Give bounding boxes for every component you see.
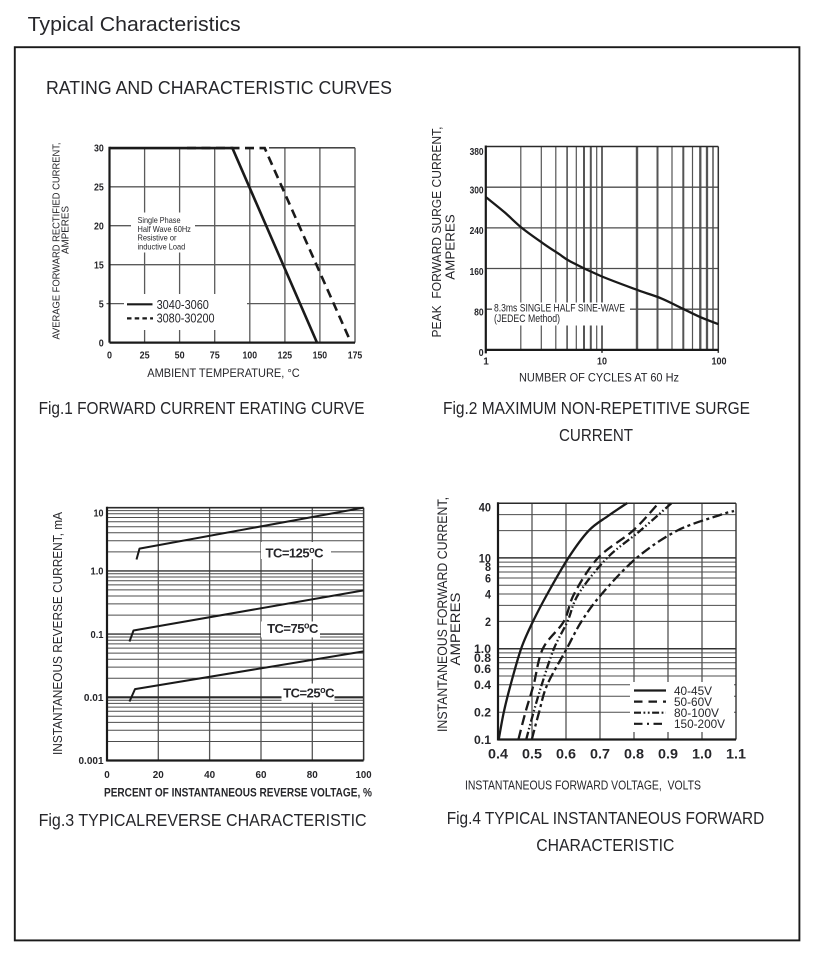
svg-text:1.0: 1.0	[91, 566, 104, 578]
svg-text:50-60V: 50-60V	[674, 697, 712, 709]
svg-text:8: 8	[485, 560, 491, 574]
svg-text:0.6: 0.6	[474, 662, 491, 676]
svg-text:PEAK FORWARD SURGE CURRENT,: PEAK FORWARD SURGE CURRENT,	[429, 127, 444, 338]
svg-text:80: 80	[474, 308, 484, 319]
svg-text:25: 25	[94, 183, 104, 194]
svg-text:10: 10	[597, 357, 607, 368]
svg-text:0.2: 0.2	[474, 706, 491, 720]
svg-text:6: 6	[485, 571, 491, 585]
svg-text:0.4: 0.4	[474, 678, 491, 692]
svg-text:20: 20	[153, 769, 164, 781]
svg-text:100: 100	[712, 357, 727, 368]
svg-text:40: 40	[479, 501, 491, 515]
svg-text:0.4: 0.4	[488, 747, 509, 762]
svg-text:0.01: 0.01	[84, 692, 104, 704]
svg-text:TC=75oC: TC=75oC	[267, 621, 319, 637]
svg-text:Single Phase: Single Phase	[138, 215, 181, 225]
svg-text:Fig.2 MAXIMUM NON-REPETITIVE S: Fig.2 MAXIMUM NON-REPETITIVE SURGE	[443, 398, 750, 418]
svg-text:AMPERES: AMPERES	[443, 214, 458, 280]
svg-text:0.8: 0.8	[624, 747, 645, 762]
svg-text:125: 125	[278, 350, 293, 361]
svg-text:TC=25oC: TC=25oC	[283, 685, 335, 701]
svg-text:240: 240	[470, 226, 484, 237]
svg-text:0: 0	[104, 769, 110, 781]
svg-text:2: 2	[485, 615, 491, 629]
svg-text:0: 0	[479, 348, 484, 359]
svg-text:0.7: 0.7	[590, 747, 610, 762]
svg-text:100: 100	[243, 350, 258, 361]
svg-text:1.0: 1.0	[692, 747, 712, 762]
svg-text:Resistive or: Resistive or	[138, 233, 177, 243]
svg-text:1: 1	[483, 357, 489, 368]
svg-text:0.1: 0.1	[91, 629, 104, 641]
svg-text:300: 300	[470, 186, 484, 197]
svg-text:50: 50	[175, 350, 185, 361]
svg-text:10: 10	[94, 508, 104, 520]
svg-text:4: 4	[485, 587, 491, 601]
svg-text:0.6: 0.6	[556, 747, 577, 762]
svg-text:AVERAGE FORWARD RECTIFIED CURR: AVERAGE FORWARD RECTIFIED CURRENT,	[51, 143, 63, 340]
svg-text:0.001: 0.001	[79, 755, 104, 767]
svg-text:15: 15	[94, 260, 104, 271]
svg-text:CURRENT: CURRENT	[559, 425, 633, 445]
svg-text:20: 20	[94, 221, 104, 232]
svg-text:TC=125oC: TC=125oC	[266, 545, 325, 561]
svg-text:0.5: 0.5	[522, 747, 543, 762]
svg-text:0.1: 0.1	[474, 733, 491, 747]
svg-text:INSTANTANEOUS REVERSE CURRENT,: INSTANTANEOUS REVERSE CURRENT, mA	[51, 511, 65, 755]
svg-text:(JEDEC Method): (JEDEC Method)	[494, 313, 560, 325]
svg-text:0.9: 0.9	[658, 747, 678, 762]
svg-text:40-45V: 40-45V	[674, 686, 712, 698]
svg-text:150: 150	[313, 350, 328, 361]
svg-text:3080-30200: 3080-30200	[157, 311, 215, 326]
svg-text:10: 10	[479, 551, 491, 565]
svg-text:Fig.3 TYPICALREVERSE CHARACTER: Fig.3 TYPICALREVERSE CHARACTERISTIC	[39, 810, 367, 830]
svg-text:0: 0	[107, 350, 112, 361]
svg-text:0.8: 0.8	[474, 651, 491, 665]
svg-text:160: 160	[470, 267, 484, 278]
svg-text:Typical Characteristics: Typical Characteristics	[28, 13, 241, 36]
svg-text:PERCENT OF INSTANTANEOUS REVER: PERCENT OF INSTANTANEOUS REVERSE VOLTAGE…	[104, 786, 372, 800]
svg-text:30: 30	[94, 144, 104, 155]
svg-text:NUMBER OF CYCLES AT 60 Hz: NUMBER OF CYCLES AT 60 Hz	[519, 373, 679, 385]
svg-text:5: 5	[99, 299, 104, 310]
svg-text:Half Wave 60Hz: Half Wave 60Hz	[138, 224, 191, 234]
svg-text:1.0: 1.0	[474, 642, 491, 656]
svg-text:CHARACTERISTIC: CHARACTERISTIC	[536, 835, 674, 855]
svg-text:80: 80	[307, 769, 318, 781]
svg-text:AMBIENT TEMPERATURE, °C: AMBIENT TEMPERATURE, °C	[147, 368, 300, 380]
svg-text:40: 40	[204, 769, 215, 781]
svg-text:175: 175	[348, 350, 363, 361]
svg-text:75: 75	[210, 350, 220, 361]
svg-text:3040-3060: 3040-3060	[157, 297, 209, 312]
svg-text:Fig.1 FORWARD CURRENT ERATING: Fig.1 FORWARD CURRENT ERATING CURVE	[39, 398, 365, 418]
svg-text:25: 25	[140, 350, 150, 361]
svg-text:INSTANTANEOUS FORWARD VOLTAGE,: INSTANTANEOUS FORWARD VOLTAGE, VOLTS	[465, 778, 701, 793]
svg-text:0: 0	[99, 338, 104, 349]
svg-text:60: 60	[256, 769, 267, 781]
svg-text:RATING AND CHARACTERISTIC CURV: RATING AND CHARACTERISTIC CURVES	[46, 78, 392, 98]
svg-text:inductive Load: inductive Load	[138, 241, 186, 251]
svg-text:AMPERES: AMPERES	[448, 593, 463, 666]
svg-text:100: 100	[356, 769, 372, 781]
svg-text:8.3ms SINGLE HALF SINE-WAVE: 8.3ms SINGLE HALF SINE-WAVE	[494, 303, 625, 315]
svg-text:1.1: 1.1	[726, 747, 747, 762]
svg-text:Fig.4 TYPICAL INSTANTANEOUS FO: Fig.4 TYPICAL INSTANTANEOUS FORWARD	[447, 808, 765, 828]
svg-text:AMPERES: AMPERES	[60, 206, 72, 254]
svg-text:380: 380	[470, 147, 484, 158]
svg-text:80-100V: 80-100V	[674, 708, 719, 720]
svg-text:INSTANTANEOUS FORWARD CURRENT,: INSTANTANEOUS FORWARD CURRENT,	[435, 497, 450, 732]
svg-text:150-200V: 150-200V	[674, 719, 725, 731]
